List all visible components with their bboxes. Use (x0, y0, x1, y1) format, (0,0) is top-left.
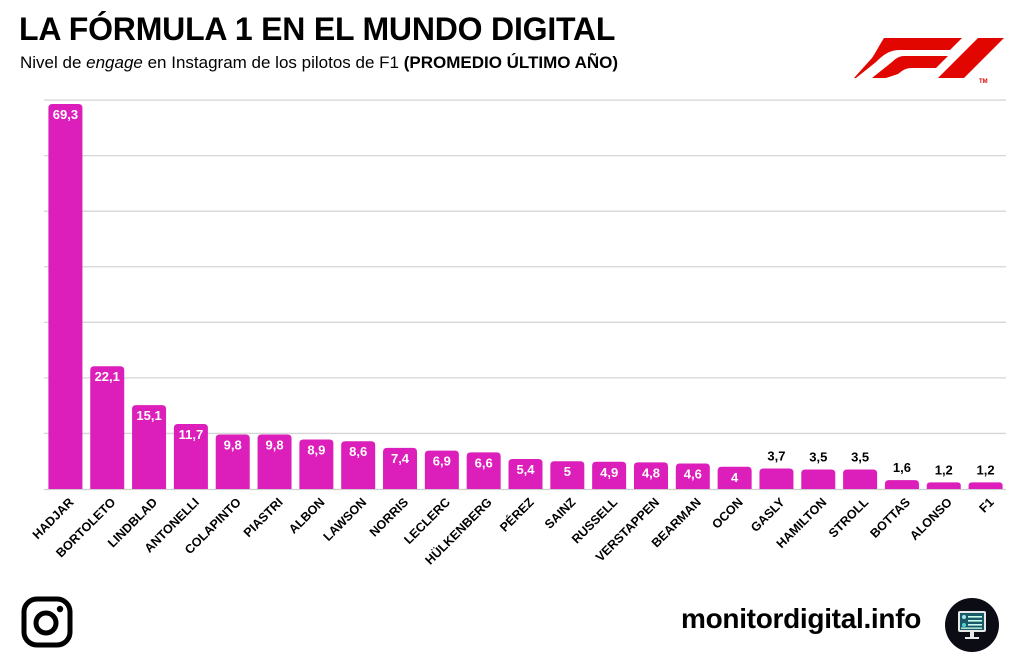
bar (550, 461, 585, 489)
bar (132, 405, 167, 489)
data-label: 1,2 (977, 462, 995, 477)
bar (383, 447, 418, 489)
subtitle-text: Nivel de (20, 53, 87, 72)
chart-subtitle: Nivel de engage en Instagram de los pilo… (20, 53, 618, 73)
data-label: 15,1 (136, 408, 161, 423)
f1-logo-top-stroke (854, 38, 962, 78)
subtitle-emphasis: engage (86, 53, 143, 72)
bar (466, 452, 501, 489)
category-label: PÉREZ (497, 494, 537, 534)
bar (508, 458, 543, 489)
data-label: 4,8 (642, 465, 660, 480)
f1-trademark: TM (979, 79, 988, 84)
data-label: 3,7 (767, 448, 785, 463)
bar (90, 366, 125, 489)
data-label: 6,6 (475, 455, 493, 470)
category-label: ALBON (286, 495, 327, 536)
bar (48, 103, 83, 489)
bar (675, 463, 710, 489)
subtitle-text-2: en Instagram de los pilotos de F1 (142, 53, 404, 72)
bar (926, 482, 961, 489)
category-label: STROLL (826, 495, 872, 541)
data-label: 22,1 (95, 369, 120, 384)
data-label: 5 (564, 464, 571, 479)
bar (801, 469, 836, 489)
monitor-icon (945, 598, 999, 652)
f1-logo-mid-stroke (872, 56, 948, 78)
data-label: 7,4 (391, 451, 410, 466)
instagram-icon (21, 596, 73, 648)
bar (968, 482, 1003, 489)
bar (592, 461, 627, 489)
data-label: 8,9 (307, 443, 325, 458)
data-label: 4 (731, 470, 739, 485)
bar (843, 469, 878, 489)
bar (884, 480, 919, 489)
site-url: monitordigital.info (681, 603, 922, 634)
data-label: 9,8 (224, 438, 242, 453)
category-label: SAINZ (542, 495, 579, 532)
bars (48, 103, 1003, 489)
bar (173, 423, 208, 489)
data-label: 3,5 (851, 450, 869, 465)
bar (759, 468, 794, 489)
data-label: 4,9 (600, 465, 618, 480)
data-label: 1,6 (893, 460, 911, 475)
bar (341, 441, 376, 489)
data-label: 5,4 (516, 462, 535, 477)
f1-logo-right-stroke (938, 38, 1004, 78)
bar (717, 466, 752, 489)
category-label: OCON (709, 495, 745, 531)
category-label: PIASTRI (241, 495, 286, 540)
subtitle-bold: (PROMEDIO ÚLTIMO AÑO) (403, 53, 619, 72)
category-label: F1 (976, 495, 996, 515)
data-label: 6,9 (433, 454, 451, 469)
bar-chart: 69,3 22,1 15,1 11,7 9,8 9,8 8,9 8,6 7,4 6,9 6,6 5,4… (30, 99, 1006, 567)
bar (257, 434, 292, 489)
value-labels: 69,3 22,1 15,1 11,7 9,8 9,8 8,9 8,6 7,4 6,9 6,6 5,4… (53, 107, 995, 485)
data-label: 11,7 (179, 427, 204, 442)
f1-logo: TM (854, 38, 1004, 84)
category-label: GASLY (748, 495, 788, 535)
category-label: LAWSON (321, 495, 370, 544)
data-label: 1,2 (935, 462, 953, 477)
chart-title: LA FÓRMULA 1 EN EL MUNDO DIGITAL (19, 11, 616, 47)
bar (424, 450, 459, 489)
category-label: BOTTAS (867, 495, 913, 541)
data-label: 8,6 (349, 444, 367, 459)
category-label: ALONSO (907, 495, 955, 543)
bar (633, 462, 668, 489)
bar (299, 439, 334, 489)
data-label: 4,6 (684, 466, 702, 481)
data-label: 9,8 (266, 438, 284, 453)
bar (215, 434, 250, 489)
data-label: 69,3 (53, 107, 78, 122)
category-labels: HADJARBORTOLETOLINDBLADANTONELLICOLAPINT… (30, 494, 997, 567)
data-label: 3,5 (809, 450, 827, 465)
